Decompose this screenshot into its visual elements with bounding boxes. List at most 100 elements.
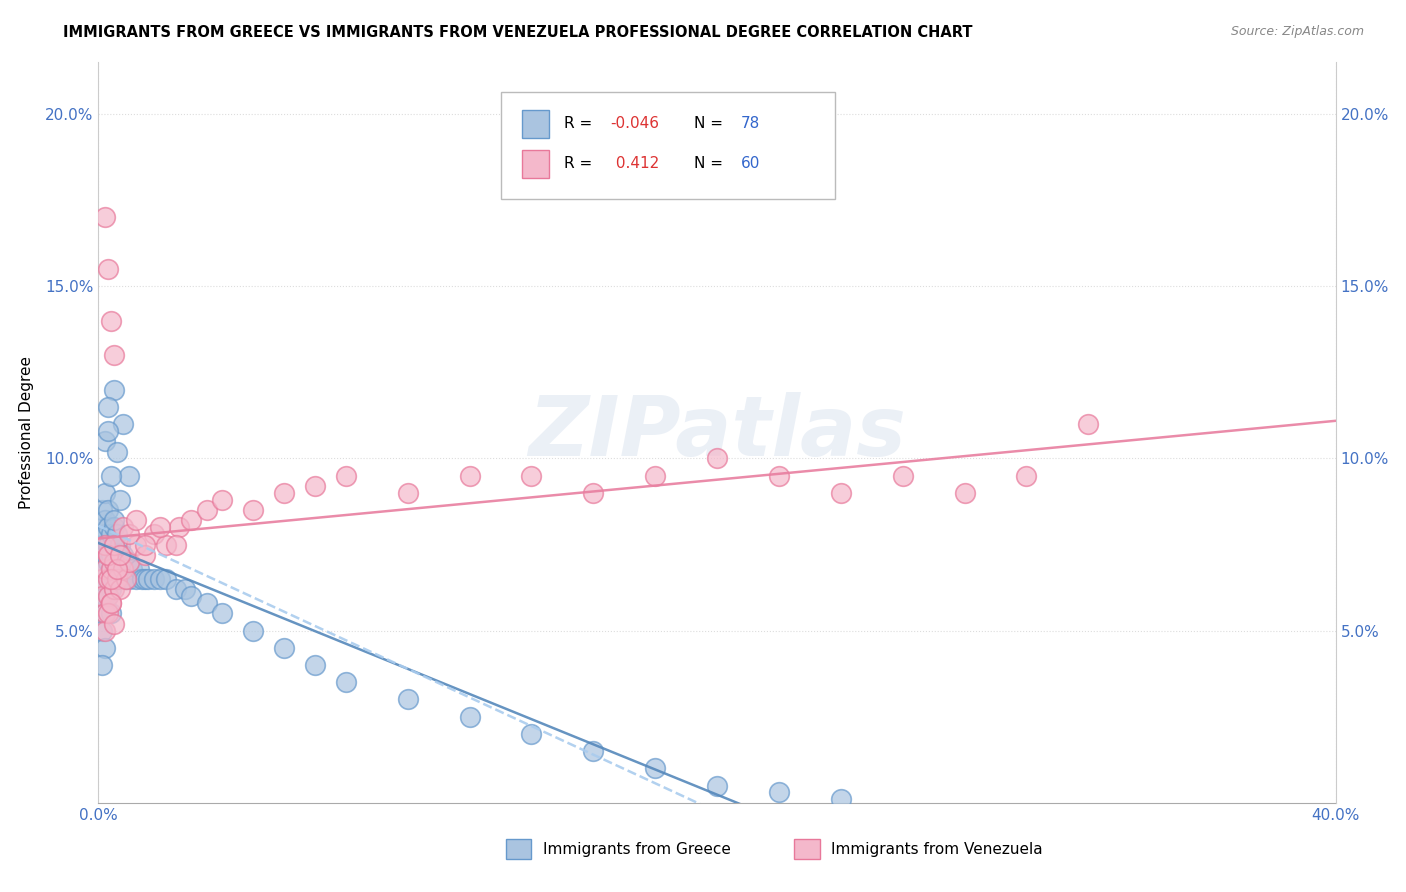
Point [97, 400, 120, 414]
Point [100, 582, 122, 597]
Text: IMMIGRANTS FROM GREECE VS IMMIGRANTS FROM VENEZUELA PROFESSIONAL DEGREE CORRELAT: IMMIGRANTS FROM GREECE VS IMMIGRANTS FRO… [63, 25, 973, 40]
FancyBboxPatch shape [501, 92, 835, 200]
Point [93, 624, 115, 638]
Point [768, 785, 790, 799]
Point [103, 520, 125, 534]
Point [97, 548, 120, 562]
Point [90, 555, 112, 569]
Point [118, 555, 141, 569]
Point [105, 444, 128, 458]
Point [112, 548, 135, 562]
Point [134, 548, 156, 562]
Text: Immigrants from Greece: Immigrants from Greece [543, 842, 731, 856]
Point [97, 555, 120, 569]
Point [115, 572, 138, 586]
Point [105, 572, 128, 586]
Point [93, 589, 115, 603]
Point [97, 503, 120, 517]
Point [112, 561, 135, 575]
Point [105, 561, 128, 575]
Point [93, 561, 115, 575]
Point [953, 486, 976, 500]
Point [97, 589, 120, 603]
Point [830, 486, 852, 500]
Point [131, 572, 153, 586]
Point [582, 486, 605, 500]
Point [118, 527, 141, 541]
Text: R =: R = [564, 116, 596, 131]
Point [211, 492, 233, 507]
Point [105, 527, 128, 541]
Point [93, 640, 115, 655]
Point [174, 582, 197, 597]
Point [103, 513, 125, 527]
Point [304, 658, 326, 673]
Point [100, 548, 122, 562]
Point [97, 572, 120, 586]
Point [118, 555, 141, 569]
Point [100, 596, 122, 610]
Point [97, 262, 120, 277]
Point [93, 548, 115, 562]
Point [103, 383, 125, 397]
Point [112, 561, 135, 575]
Point [97, 548, 120, 562]
Bar [522, 110, 548, 138]
Point [103, 555, 125, 569]
Point [103, 537, 125, 551]
Point [93, 211, 115, 225]
Point [458, 709, 481, 723]
Text: R =: R = [564, 156, 596, 171]
Point [706, 779, 728, 793]
Point [90, 572, 112, 586]
Point [90, 658, 112, 673]
Point [134, 537, 156, 551]
Point [90, 503, 112, 517]
Point [97, 520, 120, 534]
Point [211, 607, 233, 621]
Point [90, 572, 112, 586]
Point [644, 761, 666, 775]
Text: -0.046: -0.046 [610, 116, 659, 131]
Point [103, 582, 125, 597]
Point [100, 527, 122, 541]
Point [396, 692, 419, 706]
Point [93, 513, 115, 527]
Point [124, 537, 146, 551]
Point [100, 561, 122, 575]
Point [1015, 468, 1038, 483]
Point [273, 486, 295, 500]
Point [304, 479, 326, 493]
Point [93, 561, 115, 575]
Point [90, 589, 112, 603]
Point [103, 348, 125, 362]
Point [830, 792, 852, 806]
Point [90, 537, 112, 551]
Text: Source: ZipAtlas.com: Source: ZipAtlas.com [1230, 25, 1364, 38]
Point [335, 468, 357, 483]
Point [100, 561, 122, 575]
Point [93, 607, 115, 621]
Point [97, 537, 120, 551]
Point [97, 589, 120, 603]
Point [90, 624, 112, 638]
Point [242, 624, 264, 638]
Text: 0.412: 0.412 [610, 156, 659, 171]
Point [97, 607, 120, 621]
Text: N =: N = [693, 156, 727, 171]
Point [100, 468, 122, 483]
Point [105, 561, 128, 575]
Y-axis label: Professional Degree: Professional Degree [20, 356, 34, 509]
Text: 60: 60 [741, 156, 761, 171]
Point [128, 561, 150, 575]
Point [121, 561, 143, 575]
Point [458, 468, 481, 483]
Point [100, 607, 122, 621]
Point [93, 607, 115, 621]
Point [124, 572, 146, 586]
Point [108, 492, 131, 507]
Point [100, 572, 122, 586]
Point [167, 520, 190, 534]
Point [149, 520, 172, 534]
Point [134, 572, 156, 586]
